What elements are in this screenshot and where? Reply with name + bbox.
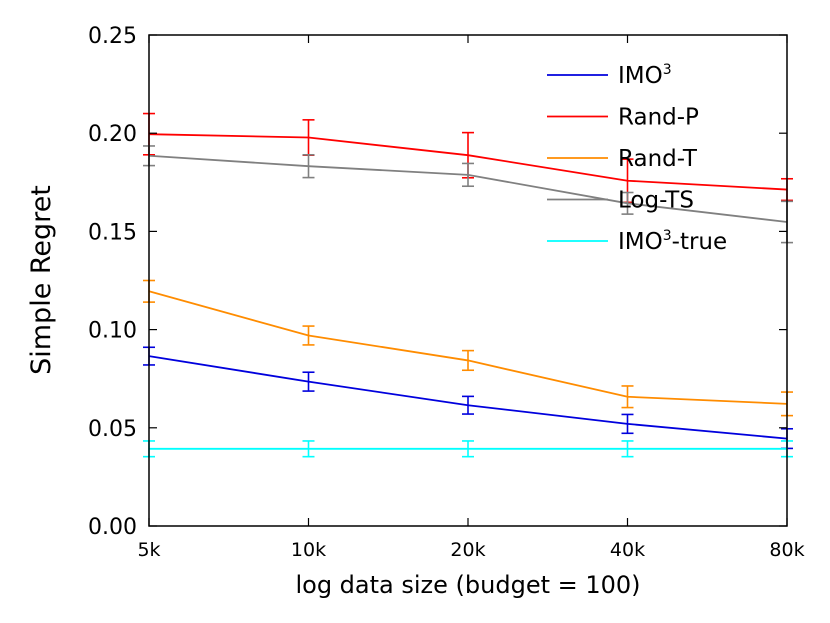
error-bar	[302, 325, 315, 346]
y-tick-label: 0.20	[88, 122, 137, 147]
error-bar	[302, 440, 315, 458]
legend-entry: IMO3	[547, 62, 672, 89]
error-bar	[621, 413, 634, 435]
y-tick-label: 0.05	[88, 417, 137, 442]
legend-label: Log-TS	[618, 188, 694, 214]
chart-marks	[143, 112, 793, 458]
x-tick-label: 80k	[769, 539, 804, 561]
series-line	[148, 290, 788, 405]
x-tick-label: 40k	[610, 539, 645, 561]
error-bar	[621, 385, 634, 409]
error-bar	[302, 154, 315, 179]
x-tick-label: 5k	[137, 539, 160, 561]
error-bar	[302, 371, 315, 392]
series-2	[143, 279, 793, 417]
legend-label: Rand-T	[618, 146, 698, 172]
legend-label: Rand-P	[618, 105, 699, 131]
error-bar	[621, 191, 634, 215]
legend-entry: Log-TS	[547, 188, 694, 214]
y-tick-label: 0.00	[88, 515, 137, 540]
y-tick-label: 0.25	[88, 24, 137, 49]
y-tick-label: 0.15	[88, 220, 137, 245]
y-axis: 0.00 0.05 0.10 0.15 0.20 0.25	[88, 24, 787, 540]
x-axis: 5k 10k 20k 40k 80k	[137, 35, 805, 561]
legend: IMO3 Rand-P Rand-T Log-TS IMO3-true	[547, 62, 727, 255]
error-bar	[621, 440, 634, 458]
x-tick-label: 20k	[450, 539, 485, 561]
legend-label: IMO3	[618, 62, 672, 89]
legend-entry: IMO3-true	[547, 228, 727, 255]
y-tick-label: 0.10	[88, 319, 137, 344]
x-axis-title: log data size (budget = 100)	[295, 571, 640, 599]
error-bar	[462, 349, 474, 372]
error-bar	[462, 395, 474, 415]
legend-label: IMO3-true	[618, 228, 727, 255]
legend-entry: Rand-P	[547, 105, 699, 131]
error-bar	[462, 440, 474, 458]
series-4	[143, 440, 793, 458]
x-tick-label: 10k	[291, 539, 326, 561]
y-axis-title: Simple Regret	[26, 185, 57, 375]
legend-entry: Rand-T	[547, 146, 698, 172]
error-bar	[462, 162, 474, 188]
